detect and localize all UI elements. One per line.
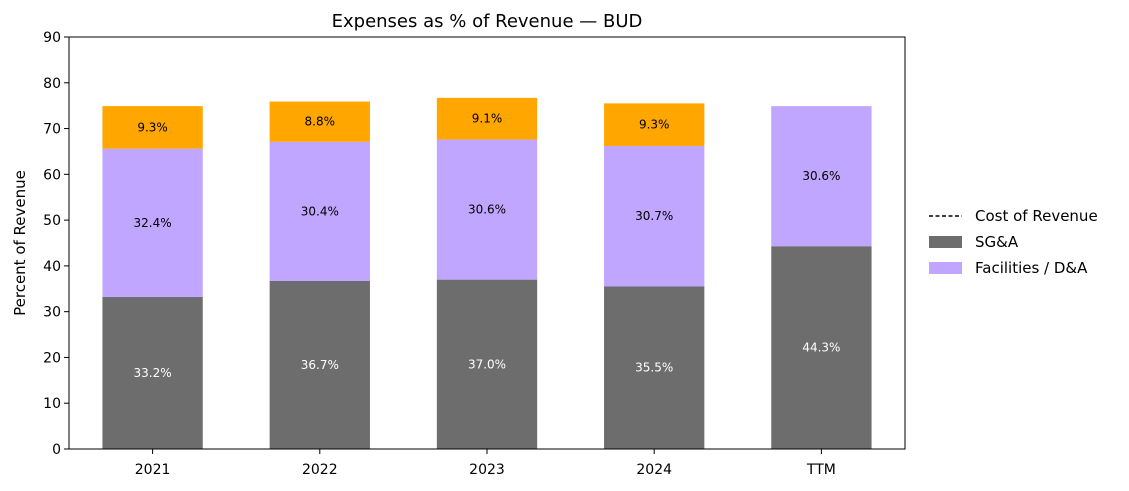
bar-value-label: 37.0% bbox=[468, 357, 506, 371]
bar-value-label: 9.3% bbox=[639, 118, 670, 132]
bar-value-label: 9.1% bbox=[472, 112, 503, 126]
bar-segment bbox=[436, 279, 538, 449]
y-tick-label: 80 bbox=[43, 76, 61, 92]
bar-segment bbox=[102, 106, 203, 149]
y-tick-label: 0 bbox=[52, 442, 61, 458]
bar-value-label: 30.7% bbox=[635, 209, 673, 223]
plot-frame bbox=[68, 36, 906, 450]
y-tick-label: 30 bbox=[43, 305, 61, 321]
y-axis-label: Percent of Revenue bbox=[11, 170, 29, 316]
x-tick-label: 2022 bbox=[302, 462, 338, 478]
bar-value-label: 36.7% bbox=[301, 358, 339, 372]
y-tick-label: 50 bbox=[43, 213, 61, 229]
x-tick-label: 2023 bbox=[469, 462, 505, 478]
legend-entry-label: SG&A bbox=[975, 233, 1019, 251]
bar-segment bbox=[604, 145, 705, 287]
bar-segment bbox=[269, 280, 370, 449]
bar-segment bbox=[102, 297, 203, 449]
bar-value-label: 30.4% bbox=[301, 204, 339, 218]
bar-segment bbox=[604, 103, 705, 146]
bar-segment bbox=[436, 139, 538, 280]
bar-value-label: 44.3% bbox=[802, 341, 840, 355]
bar-segment bbox=[771, 246, 872, 449]
x-tick-label: TTM bbox=[806, 462, 836, 478]
legend-patch-swatch bbox=[929, 236, 962, 248]
bar-segment bbox=[269, 101, 370, 142]
y-tick-label: 90 bbox=[43, 30, 61, 46]
bar-segment bbox=[771, 106, 872, 247]
legend-patch-swatch bbox=[929, 262, 962, 274]
legend-entry-label: Facilities / D&A bbox=[975, 259, 1088, 277]
bar-segment bbox=[604, 286, 705, 449]
bar-segment bbox=[269, 141, 370, 281]
y-tick-label: 70 bbox=[43, 122, 61, 138]
y-tick-label: 20 bbox=[43, 350, 61, 366]
bar-value-label: 30.6% bbox=[468, 203, 506, 217]
bar-value-label: 33.2% bbox=[134, 366, 172, 380]
bars-group: 33.2% 32.4% 9.3% 36.7% 30.4% 8.8% 37.0% 30.6% 9.… bbox=[102, 97, 872, 449]
y-tick-label: 10 bbox=[43, 396, 61, 412]
bar-value-label: 9.3% bbox=[137, 120, 168, 134]
x-tick-label: 2021 bbox=[135, 462, 171, 478]
bar-segment bbox=[436, 97, 538, 140]
chart-title: Expenses as % of Revenue — BUD bbox=[332, 11, 643, 32]
bar-segment bbox=[102, 148, 203, 298]
bar-value-label: 30.6% bbox=[802, 169, 840, 183]
x-tick-label: 2024 bbox=[636, 462, 672, 478]
y-axis: 0 10 20 30 40 50 60 70 80 90 bbox=[43, 30, 69, 458]
y-tick-label: 40 bbox=[43, 259, 61, 275]
legend: Cost of Revenue SG&A Facilities / D&A bbox=[929, 207, 1098, 277]
bar-value-label: 8.8% bbox=[305, 115, 336, 129]
legend-entry-label: Cost of Revenue bbox=[975, 207, 1098, 225]
bar-value-label: 32.4% bbox=[134, 216, 172, 230]
y-tick-label: 60 bbox=[43, 167, 61, 183]
bar-value-label: 35.5% bbox=[635, 361, 673, 375]
x-axis: 2021 2022 2023 2024 TTM bbox=[135, 449, 836, 478]
